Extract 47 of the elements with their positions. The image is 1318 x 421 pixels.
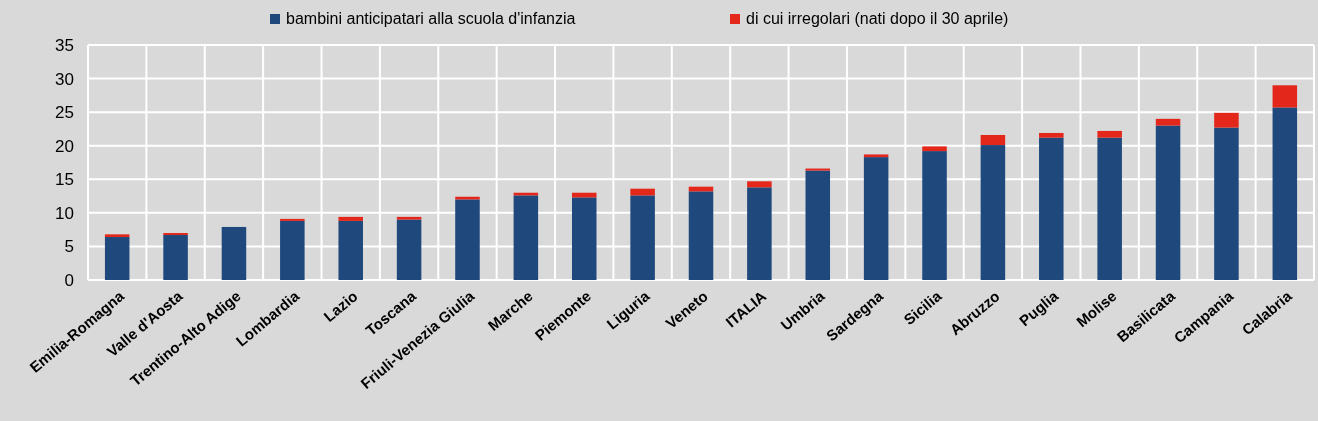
bar	[280, 218, 305, 221]
bar	[1272, 107, 1298, 280]
bar	[1039, 137, 1064, 280]
bar	[396, 219, 422, 280]
bar	[221, 226, 247, 280]
y-tick-label: 15	[55, 170, 74, 190]
bar	[805, 168, 831, 171]
y-tick-label: 10	[55, 203, 74, 223]
bar	[863, 157, 889, 280]
bar	[980, 134, 1006, 146]
bar	[1214, 127, 1239, 280]
bar	[1272, 85, 1298, 108]
bar	[863, 154, 889, 158]
bar	[104, 237, 130, 280]
bar	[1155, 125, 1181, 280]
y-tick-label: 25	[55, 103, 74, 123]
y-tick-label: 35	[55, 35, 74, 55]
bar	[455, 199, 480, 280]
bar	[104, 234, 130, 238]
y-tick-label: 20	[55, 136, 74, 156]
bar	[980, 145, 1006, 280]
bar	[747, 187, 772, 280]
bar	[688, 191, 714, 280]
legend-label: di cui irregolari (nati dopo il 30 aprile)	[746, 10, 1009, 27]
y-tick-label: 5	[64, 237, 74, 257]
bar	[1097, 130, 1122, 138]
bar	[1214, 112, 1239, 128]
y-tick-label: 30	[55, 69, 74, 89]
bar	[280, 220, 305, 280]
bar	[630, 195, 655, 280]
bar	[513, 195, 539, 280]
bar	[630, 188, 655, 196]
bar	[1039, 132, 1064, 138]
bar	[338, 220, 363, 280]
bar	[747, 181, 772, 188]
bar	[1155, 118, 1181, 126]
y-tick-label: 0	[64, 270, 74, 290]
bar	[571, 197, 597, 280]
bar	[1097, 137, 1122, 280]
bar	[396, 216, 422, 220]
bar	[163, 235, 188, 280]
bar	[922, 146, 947, 152]
bar	[922, 151, 947, 280]
legend-label: bambini anticipatari alla scuola d'infanzia	[286, 10, 576, 27]
bar	[805, 170, 831, 280]
bar	[338, 216, 363, 221]
bar	[163, 233, 188, 236]
